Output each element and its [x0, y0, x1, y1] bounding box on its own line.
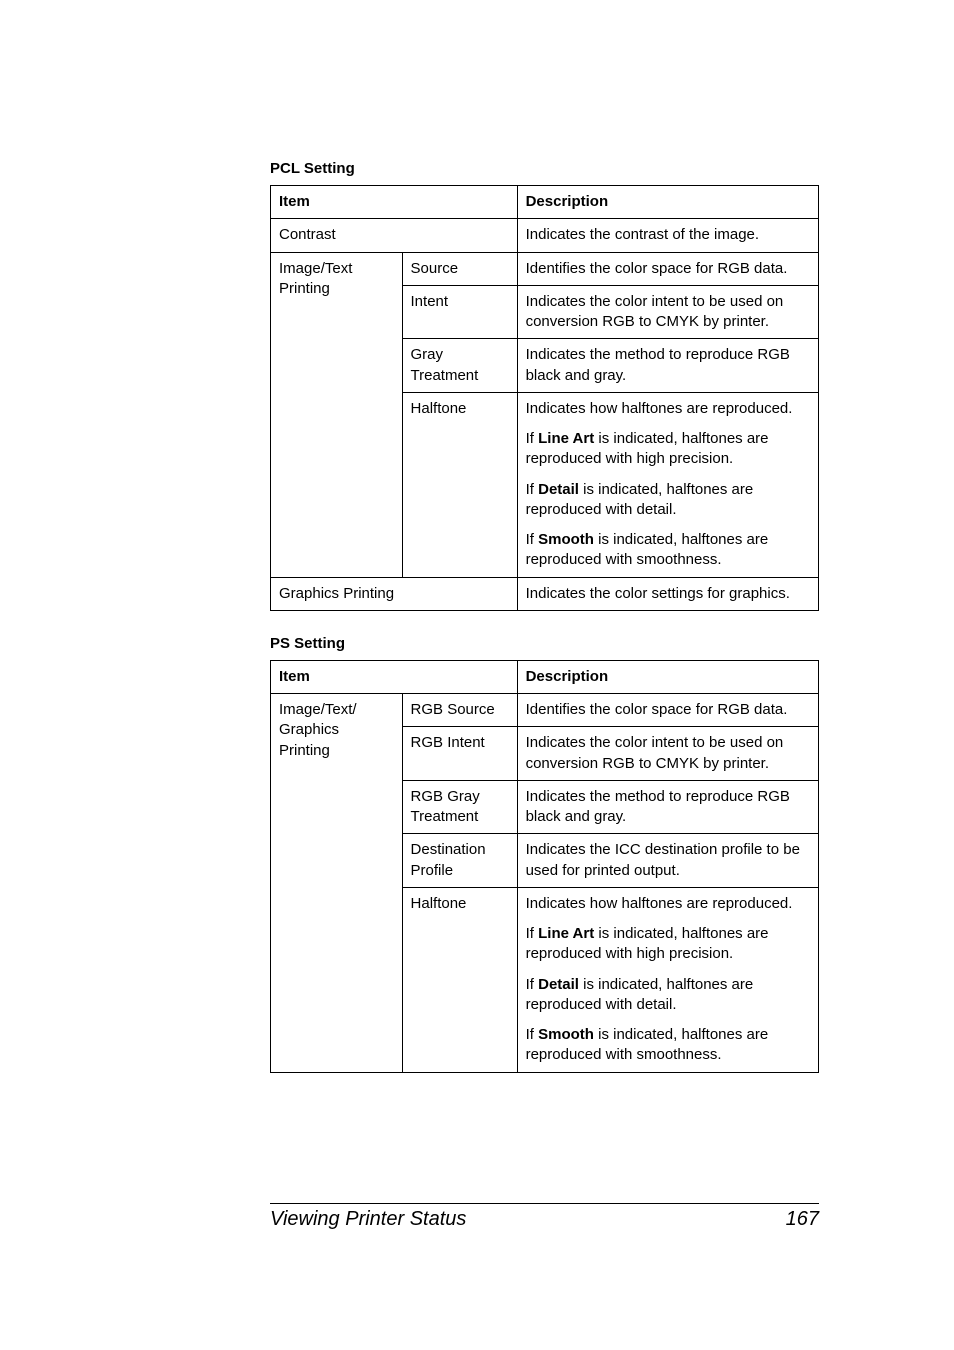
- cell-subitem: Destination Profile: [402, 834, 517, 888]
- bold-term: Line Art: [538, 925, 594, 942]
- cell-subitem: Halftone: [402, 392, 517, 577]
- halftone-para: If Detail is indicated, halftones are re…: [526, 480, 810, 521]
- cell-subitem: Source: [402, 252, 517, 285]
- cell-desc: Indicates the color intent to be used on…: [517, 285, 818, 339]
- footer-title: Viewing Printer Status: [270, 1208, 466, 1231]
- halftone-para: If Smooth is indicated, halftones are re…: [526, 530, 810, 571]
- table-header-row: Item Description: [271, 186, 819, 219]
- halftone-para: If Smooth is indicated, halftones are re…: [526, 1025, 810, 1066]
- cell-subitem: Gray Treatment: [402, 339, 517, 393]
- bold-term: Smooth: [538, 1026, 594, 1043]
- cell-desc: Indicates the color settings for graphic…: [517, 577, 818, 610]
- table-row: Contrast Indicates the contrast of the i…: [271, 219, 819, 252]
- bold-term: Detail: [538, 976, 579, 993]
- cell-desc: Indicates how halftones are reproduced. …: [517, 392, 818, 577]
- cell-item-group: Image/Text Printing: [271, 252, 403, 577]
- ps-table: Item Description Image/Text/ Graphics Pr…: [270, 660, 819, 1073]
- cell-desc: Identifies the color space for RGB data.: [517, 694, 818, 727]
- text: If: [526, 976, 539, 993]
- cell-desc: Indicates the ICC destination profile to…: [517, 834, 818, 888]
- cell-item-group: Image/Text/ Graphics Printing: [271, 694, 403, 1073]
- cell-desc: Identifies the color space for RGB data.: [517, 252, 818, 285]
- bold-term: Line Art: [538, 430, 594, 447]
- text: If: [526, 1026, 539, 1043]
- table-row: Image/Text Printing Source Identifies th…: [271, 252, 819, 285]
- ps-heading: PS Setting: [270, 635, 819, 652]
- cell-subitem: Intent: [402, 285, 517, 339]
- halftone-para: If Line Art is indicated, halftones are …: [526, 924, 810, 965]
- table-row: Graphics Printing Indicates the color se…: [271, 577, 819, 610]
- cell-desc: Indicates the contrast of the image.: [517, 219, 818, 252]
- text: If: [526, 430, 539, 447]
- cell-desc: Indicates how halftones are reproduced. …: [517, 887, 818, 1072]
- page: PCL Setting Item Description Contrast In…: [0, 0, 954, 1291]
- cell-desc: Indicates the color intent to be used on…: [517, 727, 818, 781]
- cell-item: Graphics Printing: [271, 577, 518, 610]
- text: If: [526, 481, 539, 498]
- halftone-para: If Line Art is indicated, halftones are …: [526, 429, 810, 470]
- cell-subitem: RGB Intent: [402, 727, 517, 781]
- pcl-table: Item Description Contrast Indicates the …: [270, 185, 819, 611]
- table-header-row: Item Description: [271, 660, 819, 693]
- halftone-para: Indicates how halftones are reproduced.: [526, 399, 810, 419]
- footer-page-number: 167: [786, 1208, 819, 1231]
- header-item: Item: [271, 660, 518, 693]
- cell-subitem: RGB Gray Treatment: [402, 780, 517, 834]
- bold-term: Detail: [538, 481, 579, 498]
- page-footer: Viewing Printer Status 167: [270, 1203, 819, 1231]
- cell-subitem: Halftone: [402, 887, 517, 1072]
- header-desc: Description: [517, 186, 818, 219]
- text: If: [526, 925, 539, 942]
- bold-term: Smooth: [538, 531, 594, 548]
- text: If: [526, 531, 539, 548]
- cell-desc: Indicates the method to reproduce RGB bl…: [517, 780, 818, 834]
- header-desc: Description: [517, 660, 818, 693]
- halftone-para: If Detail is indicated, halftones are re…: [526, 975, 810, 1016]
- halftone-para: Indicates how halftones are reproduced.: [526, 894, 810, 914]
- header-item: Item: [271, 186, 518, 219]
- cell-subitem: RGB Source: [402, 694, 517, 727]
- cell-desc: Indicates the method to reproduce RGB bl…: [517, 339, 818, 393]
- cell-item: Contrast: [271, 219, 518, 252]
- pcl-heading: PCL Setting: [270, 160, 819, 177]
- table-row: Image/Text/ Graphics Printing RGB Source…: [271, 694, 819, 727]
